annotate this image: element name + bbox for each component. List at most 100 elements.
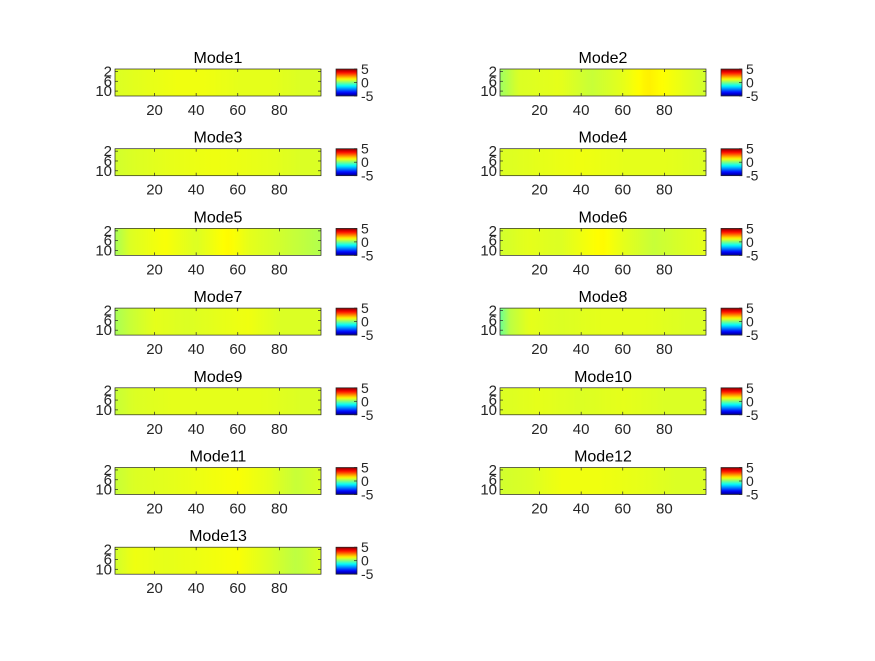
x-tick-label: 20 — [531, 421, 548, 438]
x-tick-label: 40 — [573, 261, 590, 278]
y-tick-label: 6 — [489, 392, 497, 409]
x-tick-label: 60 — [229, 421, 246, 438]
subplot-title: Mode6 — [579, 209, 628, 226]
subplot-title: Mode13 — [189, 528, 247, 545]
y-tick-label: 6 — [104, 73, 112, 90]
axes-box — [114, 387, 322, 416]
mode-field — [115, 228, 321, 256]
colorbar — [720, 307, 743, 336]
colorbar-tick-label: 0 — [361, 473, 369, 489]
colorbar-tick-label: 0 — [361, 314, 369, 330]
colorbar-tick-label: 5 — [746, 141, 754, 157]
colorbar-tick-label: 5 — [361, 61, 369, 77]
colorbar-tick-label: 0 — [361, 393, 369, 409]
y-tick-label: 2 — [104, 542, 112, 559]
x-tick-label: 20 — [146, 421, 163, 438]
colorbar-tick-label: 0 — [746, 393, 754, 409]
y-tick-label: 10 — [480, 83, 497, 100]
x-tick-label: 80 — [271, 182, 288, 199]
x-tick-label: 20 — [146, 182, 163, 199]
y-tick-label: 6 — [489, 312, 497, 329]
x-tick-label: 40 — [188, 421, 205, 438]
y-tick-label: 10 — [95, 561, 112, 578]
x-tick-label: 80 — [271, 341, 288, 358]
mode-field — [115, 547, 321, 575]
x-tick-label: 60 — [614, 261, 631, 278]
y-tick-label: 2 — [489, 382, 497, 399]
x-tick-label: 60 — [229, 182, 246, 199]
colorbar-tick-label: -5 — [746, 168, 759, 184]
y-tick-label: 2 — [489, 63, 497, 80]
colorbar-tick-label: 5 — [746, 460, 754, 476]
colorbar-tick-label: -5 — [361, 566, 374, 582]
x-tick-label: 40 — [573, 182, 590, 199]
y-tick-label: 2 — [104, 143, 112, 160]
y-tick-label: 2 — [489, 303, 497, 320]
colorbar — [335, 68, 358, 97]
x-tick-label: 20 — [146, 501, 163, 518]
x-tick-label: 40 — [188, 580, 205, 597]
colorbar-tick-label: -5 — [746, 407, 759, 423]
x-tick-label: 80 — [271, 501, 288, 518]
colorbar-tick-label: 5 — [361, 300, 369, 316]
x-tick-label: 60 — [614, 102, 631, 119]
x-tick-label: 60 — [229, 102, 246, 119]
colorbar-tick-label: 0 — [361, 75, 369, 91]
y-tick-label: 10 — [480, 402, 497, 419]
colorbar-tick-label: -5 — [361, 247, 374, 263]
mode-field — [115, 308, 321, 336]
x-tick-label: 40 — [188, 261, 205, 278]
axes-box — [114, 228, 322, 256]
mode-field — [115, 467, 321, 495]
y-tick-label: 2 — [489, 143, 497, 160]
y-tick-label: 2 — [489, 223, 497, 240]
x-tick-label: 80 — [656, 182, 673, 199]
y-tick-label: 10 — [95, 402, 112, 419]
y-tick-label: 6 — [104, 312, 112, 329]
mode-field — [500, 148, 706, 176]
mode-field — [500, 308, 706, 336]
y-tick-label: 6 — [489, 233, 497, 250]
x-tick-label: 40 — [188, 501, 205, 518]
colorbar-tick-label: -5 — [746, 88, 759, 104]
x-tick-label: 40 — [573, 102, 590, 119]
x-tick-label: 80 — [271, 102, 288, 119]
colorbar — [335, 228, 358, 256]
axes-box — [499, 307, 707, 336]
colorbar — [335, 148, 358, 177]
x-tick-label: 60 — [229, 341, 246, 358]
y-tick-label: 10 — [480, 482, 497, 499]
y-tick-label: 10 — [95, 83, 112, 100]
x-tick-label: 60 — [229, 501, 246, 518]
colorbar — [720, 387, 743, 416]
colorbar-tick-label: -5 — [361, 407, 374, 423]
colorbar-tick-label: 5 — [746, 380, 754, 396]
colorbar-tick-label: 5 — [361, 380, 369, 396]
x-tick-label: 20 — [146, 580, 163, 597]
axes-box — [499, 68, 707, 97]
mode-field — [500, 69, 706, 96]
y-tick-label: 6 — [104, 472, 112, 489]
y-tick-label: 10 — [480, 322, 497, 339]
colorbar-tick-label: 0 — [746, 473, 754, 489]
colorbar-tick-label: -5 — [746, 247, 759, 263]
colorbar-tick-label: -5 — [746, 487, 759, 503]
colorbar-tick-label: 0 — [361, 553, 369, 569]
mode-field — [500, 228, 706, 256]
x-tick-label: 60 — [229, 580, 246, 597]
colorbar-tick-label: -5 — [361, 487, 374, 503]
x-tick-label: 40 — [573, 421, 590, 438]
axes-box — [499, 228, 707, 256]
subplot-title: Mode3 — [194, 130, 243, 147]
x-tick-label: 60 — [614, 341, 631, 358]
x-tick-label: 20 — [531, 182, 548, 199]
colorbar-tick-label: 5 — [361, 220, 369, 236]
colorbar — [720, 467, 743, 495]
y-tick-label: 10 — [480, 163, 497, 180]
